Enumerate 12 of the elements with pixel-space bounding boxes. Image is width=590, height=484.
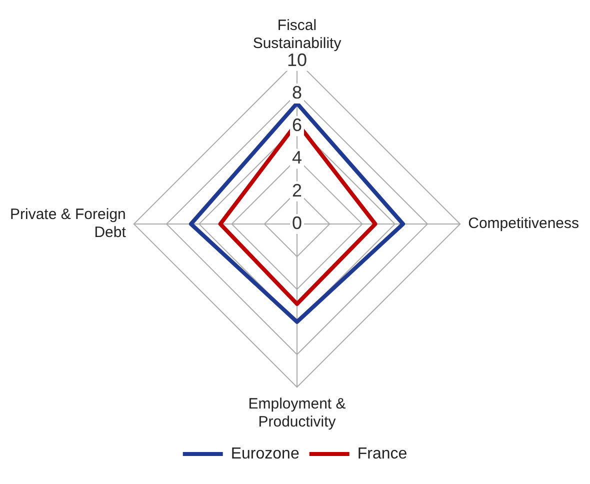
legend-label: France <box>357 445 408 462</box>
spoke-label: Employment & Productivity <box>248 395 346 430</box>
spoke-label: Competitiveness <box>468 215 580 232</box>
y-tick-label: 6 <box>292 115 302 136</box>
y-tick-label: 0 <box>292 212 302 233</box>
y-tick-label: 2 <box>292 180 302 200</box>
y-tick-label: 10 <box>286 50 308 70</box>
y-tick-label: 8 <box>292 82 302 102</box>
spoke-label: Private & Foreign Debt <box>10 206 127 242</box>
spoke-label: Fiscal Sustainability <box>252 17 342 52</box>
y-tick-label: 4 <box>292 148 302 168</box>
legend-label: Eurozone <box>230 445 300 462</box>
